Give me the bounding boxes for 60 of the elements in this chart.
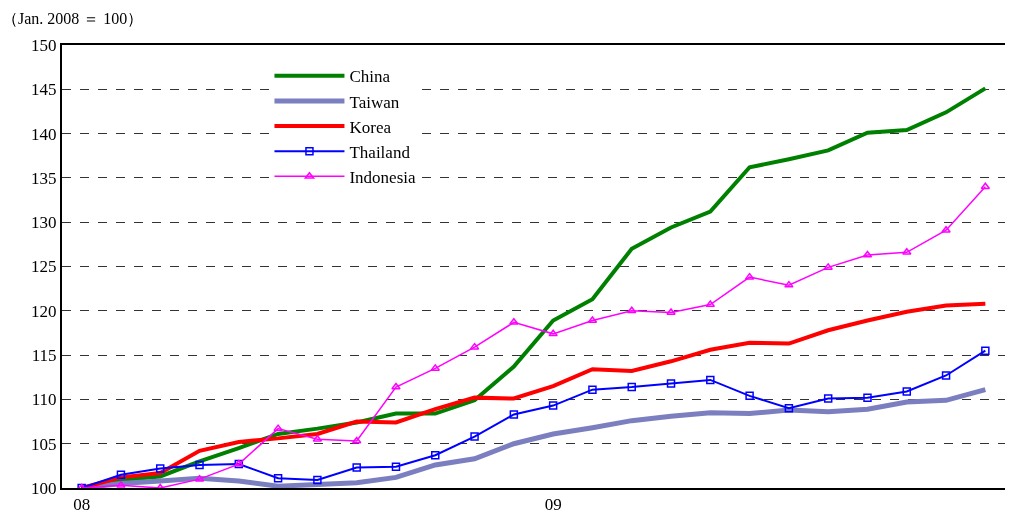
point bbox=[745, 391, 754, 401]
y-tick-label: 100 bbox=[31, 478, 57, 498]
point bbox=[548, 401, 558, 410]
y-tick-label: 120 bbox=[31, 301, 57, 321]
x-tick-label: 08 bbox=[73, 495, 91, 515]
legend-label: Taiwan bbox=[349, 92, 400, 112]
point bbox=[823, 394, 833, 403]
point bbox=[195, 460, 204, 470]
point bbox=[902, 387, 912, 396]
point bbox=[588, 385, 597, 394]
point bbox=[391, 462, 401, 471]
point bbox=[116, 481, 126, 488]
point bbox=[273, 474, 283, 483]
point bbox=[509, 318, 519, 325]
point bbox=[469, 342, 480, 350]
legend-label: Indonesia bbox=[349, 167, 417, 187]
point bbox=[666, 308, 676, 316]
point bbox=[431, 450, 440, 460]
y-tick-label: 135 bbox=[31, 168, 57, 188]
point bbox=[941, 371, 951, 380]
point bbox=[980, 182, 991, 190]
legend-label: Thailand bbox=[349, 142, 411, 162]
point bbox=[705, 300, 716, 308]
point bbox=[863, 393, 872, 402]
x-tick-label: 09 bbox=[544, 495, 562, 515]
point bbox=[509, 410, 519, 419]
point bbox=[744, 272, 755, 280]
point bbox=[666, 379, 676, 388]
point bbox=[391, 382, 401, 390]
point bbox=[706, 375, 715, 385]
point bbox=[155, 464, 165, 473]
point bbox=[626, 306, 637, 314]
point bbox=[548, 329, 558, 337]
legend-label: Korea bbox=[349, 117, 392, 137]
point bbox=[784, 404, 794, 413]
point bbox=[194, 474, 205, 482]
point bbox=[862, 250, 873, 258]
y-tick-label: 150 bbox=[31, 35, 57, 55]
y-tick-label: 115 bbox=[31, 346, 57, 366]
point bbox=[351, 436, 362, 444]
point bbox=[116, 470, 126, 479]
point bbox=[823, 263, 833, 270]
y-tick-label: 125 bbox=[31, 257, 57, 277]
y-tick-label: 145 bbox=[31, 80, 57, 100]
line-series bbox=[79, 301, 988, 488]
point bbox=[627, 382, 636, 392]
point bbox=[587, 316, 598, 324]
point bbox=[784, 280, 794, 288]
point bbox=[470, 432, 479, 441]
y-axis-title: （Jan. 2008 ＝ 100） bbox=[2, 10, 144, 27]
point bbox=[313, 475, 322, 485]
y-tick-label: 140 bbox=[31, 124, 57, 144]
point bbox=[273, 424, 283, 432]
point bbox=[352, 463, 361, 472]
point bbox=[981, 346, 990, 355]
y-tick-label: 105 bbox=[31, 434, 57, 454]
legend-label: China bbox=[349, 67, 391, 87]
y-tick-label: 110 bbox=[31, 390, 57, 410]
point bbox=[941, 225, 951, 233]
y-tick-label: 130 bbox=[31, 213, 57, 233]
